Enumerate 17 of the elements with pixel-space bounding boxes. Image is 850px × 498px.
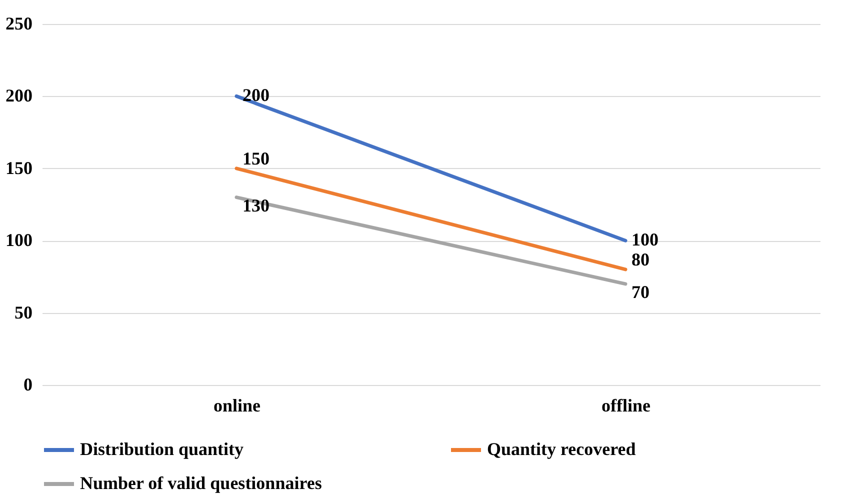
y-tick-label: 50 (14, 302, 32, 322)
data-label: 200 (242, 85, 270, 106)
y-tick-label: 200 (6, 86, 32, 106)
y-tick-label: 0 (24, 374, 32, 394)
x-tick-label: online (213, 396, 261, 416)
y-tick-label: 250 (6, 14, 32, 34)
data-label: 100 (632, 230, 658, 250)
y-tick-label: 150 (6, 158, 32, 178)
data-label: 130 (242, 195, 270, 216)
data-label: 80 (632, 249, 650, 270)
legend-label: Quantity recovered (487, 439, 636, 459)
y-tick-label: 100 (6, 230, 32, 250)
legend-label: Number of valid questionnaires (80, 473, 322, 493)
data-label: 70 (632, 282, 650, 302)
data-label: 150 (242, 148, 270, 168)
x-tick-label: offline (602, 396, 650, 416)
legend-label: Distribution quantity (80, 439, 244, 459)
